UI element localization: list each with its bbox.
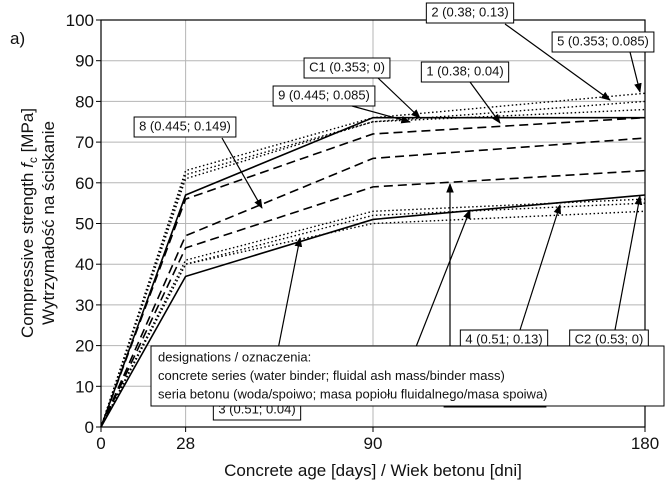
annotation-box bbox=[272, 85, 376, 107]
x-tick-label: 28 bbox=[176, 434, 195, 453]
annotation: 4 (0.51; 0.13) bbox=[459, 329, 549, 351]
series-line bbox=[100, 137, 646, 428]
annotation-label: 8 (0.445; 0.149) bbox=[139, 118, 231, 133]
series-line bbox=[100, 108, 646, 428]
y-tick-label: 0 bbox=[85, 418, 94, 437]
panel-label: a) bbox=[10, 29, 25, 48]
designations: designations / oznaczenia: concrete serie… bbox=[150, 345, 665, 407]
annotation-label: 4 (0.51; 0.13) bbox=[465, 331, 542, 346]
annotation-arrow bbox=[519, 204, 562, 331]
x-tick-label: 180 bbox=[631, 434, 659, 453]
y-tick-label: 10 bbox=[75, 377, 94, 396]
annotation: 2 (0.38; 0.13) bbox=[425, 2, 515, 24]
y-tick-label: 60 bbox=[75, 174, 94, 193]
x-tick-label: 0 bbox=[96, 434, 105, 453]
x-axis-label: Concrete age [days] / Wiek betonu [dni] bbox=[224, 461, 522, 480]
y-tick-label: 30 bbox=[75, 296, 94, 315]
y-tick-label: 40 bbox=[75, 255, 94, 274]
annotation-box bbox=[420, 61, 510, 83]
y-tick-label: 80 bbox=[75, 92, 94, 111]
series-line bbox=[100, 92, 646, 428]
annotation-arrow bbox=[469, 81, 501, 124]
series-line bbox=[100, 194, 646, 428]
annotation-label: C1 (0.353; 0) bbox=[309, 59, 385, 74]
annotation-arrow bbox=[614, 195, 643, 331]
designations-box bbox=[150, 345, 665, 407]
annotation: C1 (0.353; 0) bbox=[303, 57, 391, 79]
annotation-label: 5 (0.353; 0.085) bbox=[557, 33, 649, 48]
annotation: 5 (0.353; 0.085) bbox=[551, 31, 655, 53]
y-tick-label: 90 bbox=[75, 52, 94, 71]
y-axis-label: Compressive strength fc [MPa] bbox=[18, 108, 40, 338]
annotation-arrow bbox=[411, 209, 471, 358]
y-tick-label: 50 bbox=[75, 215, 94, 234]
annotation: 1 (0.38; 0.04) bbox=[420, 61, 510, 83]
annotation-label: 2 (0.38; 0.13) bbox=[431, 4, 508, 19]
x-tick-label: 90 bbox=[364, 434, 383, 453]
plot-frame bbox=[100, 19, 646, 428]
designations-line: designations / oznaczenia: bbox=[158, 349, 311, 364]
series-line bbox=[100, 116, 646, 428]
annotation-box bbox=[551, 31, 655, 53]
series-line bbox=[100, 198, 646, 428]
annotation: 9 (0.445; 0.085) bbox=[272, 85, 376, 107]
annotation-arrow bbox=[629, 51, 642, 93]
series-line bbox=[100, 169, 646, 428]
annotation-box bbox=[303, 57, 391, 79]
y-tick-label: 70 bbox=[75, 133, 94, 152]
y-tick-label: 20 bbox=[75, 337, 94, 356]
annotation-arrow bbox=[377, 77, 421, 119]
series-line bbox=[100, 202, 646, 428]
annotation-label: 1 (0.38; 0.04) bbox=[426, 63, 503, 78]
y-tick-label: 100 bbox=[66, 11, 94, 30]
annotation-box bbox=[425, 2, 515, 24]
designations-line: concrete series (water binder; fluidal a… bbox=[158, 368, 505, 383]
annotation-box bbox=[133, 116, 237, 138]
designations-line: seria betonu (woda/spoiwo; masa popiołu … bbox=[158, 386, 548, 401]
annotation-arrow bbox=[351, 105, 411, 124]
series-line bbox=[100, 116, 645, 428]
annotation: 8 (0.445; 0.149) bbox=[133, 116, 237, 138]
annotation-arrow bbox=[221, 137, 263, 209]
annotation-label: 9 (0.445; 0.085) bbox=[278, 87, 370, 102]
annotation-arrow bbox=[504, 23, 611, 101]
annotation-label: C2 (0.53; 0) bbox=[575, 331, 644, 346]
y-axis-label-2: Wytrzymałość na ściskanie bbox=[39, 121, 58, 325]
